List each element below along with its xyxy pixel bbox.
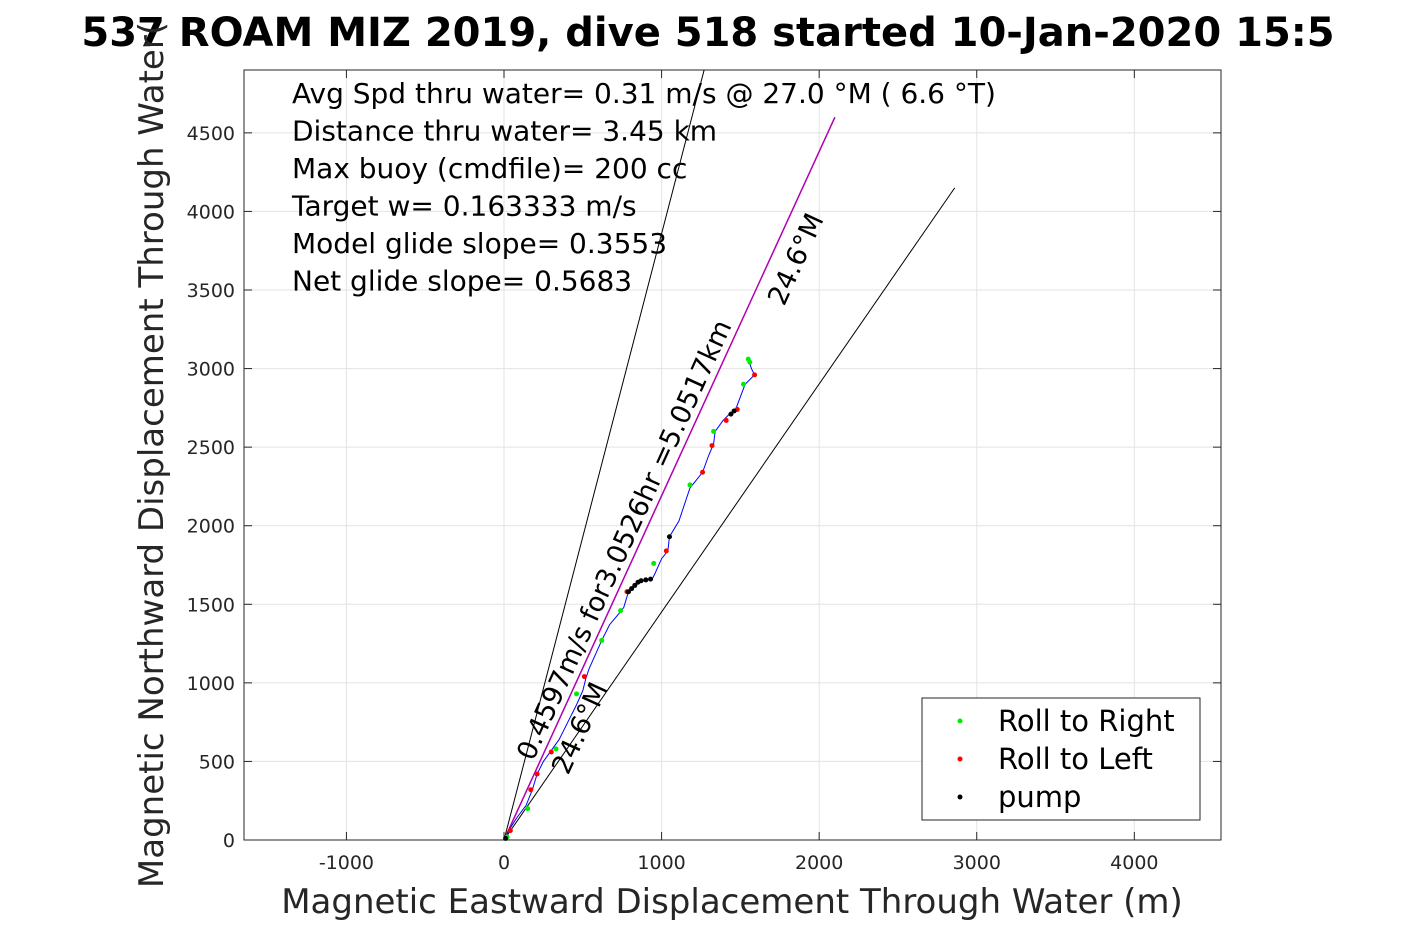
pump-point	[638, 578, 644, 584]
pump-point	[731, 408, 737, 414]
x-tick-label: 4000	[1110, 852, 1158, 874]
y-tick-label: 4000	[187, 201, 235, 223]
roll-left-point	[709, 443, 715, 449]
y-tick-label: 1500	[187, 594, 235, 616]
roll-right-point	[599, 637, 605, 643]
chart-title: 537 ROAM MIZ 2019, dive 518 started 10-J…	[81, 10, 1334, 56]
y-tick-label: 0	[223, 830, 235, 852]
y-tick-label: 500	[199, 751, 235, 773]
y-tick-label: 1000	[187, 673, 235, 695]
annotation-line: Max buoy (cmdfile)= 200 cc	[292, 152, 687, 185]
roll-right-point	[741, 381, 747, 387]
roll-left-point	[548, 749, 554, 755]
dive-track	[503, 358, 756, 841]
heading-distance-label: 0.4597m/s for3.0526hr =5.0517km	[511, 315, 738, 765]
y-tick-label: 4500	[187, 123, 235, 145]
roll-left-point	[663, 548, 669, 554]
annotation-line: Net glide slope= 0.5683	[292, 265, 632, 298]
x-tick-label: 2000	[795, 852, 843, 874]
legend-label: pump	[998, 780, 1081, 814]
roll-left-point	[752, 372, 758, 378]
y-tick-label: 3000	[187, 359, 235, 381]
legend: Roll to Right Roll to Left pump	[921, 697, 1201, 821]
plot-frame	[243, 69, 1222, 841]
annotation-line: Distance thru water= 3.45 km	[292, 115, 717, 148]
pump-point	[632, 582, 638, 588]
x-tick-label: 1000	[637, 852, 685, 874]
legend-label: Roll to Left	[998, 742, 1153, 776]
pump-point	[625, 589, 631, 595]
legend-marker	[957, 718, 963, 724]
annotation-line: Target w= 0.163333 m/s	[291, 190, 637, 223]
roll-left-point	[723, 417, 729, 423]
pump-point	[643, 577, 649, 583]
legend-marker	[957, 756, 963, 762]
y-axis-label: Magnetic Northward Displacement Through …	[132, 22, 172, 888]
roll-left-points	[507, 372, 758, 834]
y-tick-label: 3500	[187, 280, 235, 302]
y-tick-label: 2000	[187, 516, 235, 538]
roll-left-point	[534, 771, 540, 777]
pump-point	[503, 835, 509, 841]
annotation-line: Avg Spd thru water= 0.31 m/s @ 27.0 °M (…	[292, 77, 996, 110]
legend-box	[921, 697, 1201, 821]
y-tick-label: 2500	[187, 437, 235, 459]
roll-right-point	[711, 428, 717, 434]
legend-label: Roll to Right	[998, 704, 1175, 738]
dive-annotations: Avg Spd thru water= 0.31 m/s @ 27.0 °M (…	[291, 77, 996, 298]
x-tick-label: 3000	[953, 852, 1001, 874]
x-axis-label: Magnetic Eastward Displacement Through W…	[281, 882, 1183, 922]
grid-lines	[244, 70, 1221, 841]
heading-angle-label-far: 24.6°M	[762, 209, 830, 310]
roll-left-point	[528, 787, 534, 793]
x-axis-ticks: -1000 0 1000 2000 3000 4000	[319, 70, 1159, 874]
roll-right-points	[504, 356, 753, 840]
pump-point	[629, 586, 635, 592]
roll-left-point	[581, 674, 587, 680]
roll-right-point	[747, 359, 753, 365]
x-tick-label: 0	[498, 852, 510, 874]
pump-point	[728, 411, 734, 417]
pump-point	[648, 576, 654, 582]
heading-line	[503, 116, 836, 841]
guide-line	[503, 187, 956, 841]
pump-point	[666, 534, 672, 540]
roll-left-point	[700, 469, 706, 475]
x-tick-label: -1000	[319, 852, 374, 874]
roll-right-point	[553, 746, 559, 752]
legend-marker	[957, 794, 963, 800]
guide-lines	[503, 69, 956, 841]
y-axis-ticks: 0 500 1000 1500 2000 2500 3000 3500 4000 4500	[187, 123, 1221, 852]
guide-line	[503, 69, 705, 841]
roll-right-point	[651, 560, 657, 566]
roll-right-point	[687, 482, 693, 488]
roll-right-point	[618, 608, 624, 614]
roll-left-point	[507, 828, 513, 834]
pump-points	[503, 408, 737, 841]
roll-right-point	[573, 691, 579, 697]
annotation-line: Model glide slope= 0.3553	[292, 227, 667, 260]
roll-right-point	[525, 806, 531, 812]
